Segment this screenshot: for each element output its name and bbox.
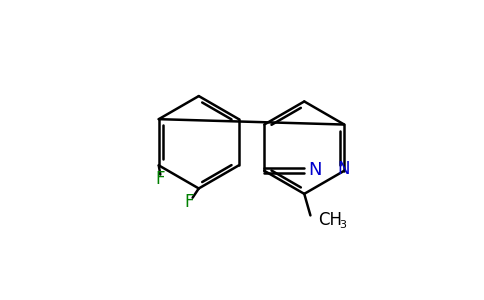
Text: N: N <box>308 161 322 179</box>
Text: 3: 3 <box>339 220 346 230</box>
Text: F: F <box>185 193 194 211</box>
Text: F: F <box>155 170 165 188</box>
Text: N: N <box>337 160 350 178</box>
Text: CH: CH <box>318 211 342 229</box>
